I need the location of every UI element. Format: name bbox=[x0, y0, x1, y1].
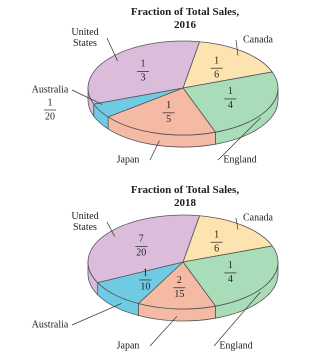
fraction-denominator: 20 bbox=[136, 248, 146, 259]
slice bbox=[87, 214, 201, 284]
fraction-numerator: 1 bbox=[228, 86, 233, 97]
category-label: Japan bbox=[116, 154, 140, 166]
leader-line bbox=[71, 303, 122, 326]
chart-title: Fraction of Total Sales, 2016 bbox=[130, 6, 240, 31]
fraction-numerator: 7 bbox=[139, 234, 144, 245]
leader-line bbox=[213, 291, 261, 347]
slice bbox=[182, 71, 279, 133]
slice bbox=[182, 41, 273, 89]
fraction-denominator: 6 bbox=[214, 243, 219, 254]
leader-line bbox=[71, 89, 103, 105]
fraction-denominator: 4 bbox=[228, 100, 233, 111]
fraction-numerator: 1 bbox=[140, 59, 145, 70]
leader-line bbox=[235, 217, 239, 230]
page: 1 6 1 4 1 5 1 20 1 3 1 6 1 4 2 15 1 10 7 20 Fraction of Tot… bbox=[31, 6, 279, 352]
category-label: Canada bbox=[243, 212, 273, 224]
fraction-denominator: 10 bbox=[140, 281, 150, 292]
fraction-denominator: 6 bbox=[214, 69, 219, 80]
leader-line bbox=[235, 39, 239, 56]
fraction-numerator: 1 bbox=[166, 100, 171, 111]
category-label: Australia bbox=[31, 319, 69, 331]
slice bbox=[182, 215, 273, 263]
category-label: Japan bbox=[116, 340, 140, 352]
leader-line bbox=[106, 37, 118, 61]
category-label: England bbox=[223, 154, 257, 166]
leader-line bbox=[149, 140, 160, 161]
fraction-numerator: 1 bbox=[143, 267, 148, 278]
fraction-denominator: 5 bbox=[166, 114, 171, 125]
leader-line bbox=[217, 117, 261, 161]
category-label: United States bbox=[71, 27, 99, 49]
fraction-denominator: 15 bbox=[174, 289, 184, 300]
fraction-denominator: 4 bbox=[228, 274, 233, 285]
slice bbox=[137, 261, 217, 310]
fraction-denominator: 3 bbox=[140, 73, 145, 84]
fraction-numerator: 2 bbox=[177, 275, 182, 286]
chart-title: Fraction of Total Sales, 2018 bbox=[130, 184, 240, 209]
fraction-denominator: 20 bbox=[45, 111, 55, 122]
category-label: Australia bbox=[31, 84, 69, 96]
slice bbox=[107, 87, 217, 136]
leader-line bbox=[149, 315, 178, 347]
fraction-numerator: 1 bbox=[228, 260, 233, 271]
fraction-numerator: 1 bbox=[214, 55, 219, 66]
fraction-numerator: 1 bbox=[214, 229, 219, 240]
slice bbox=[182, 245, 279, 307]
category-label: England bbox=[219, 340, 253, 352]
category-label: Canada bbox=[243, 34, 273, 46]
category-label: United States bbox=[71, 211, 99, 233]
leader-line bbox=[106, 221, 116, 237]
fraction-numerator: 1 bbox=[48, 97, 53, 108]
